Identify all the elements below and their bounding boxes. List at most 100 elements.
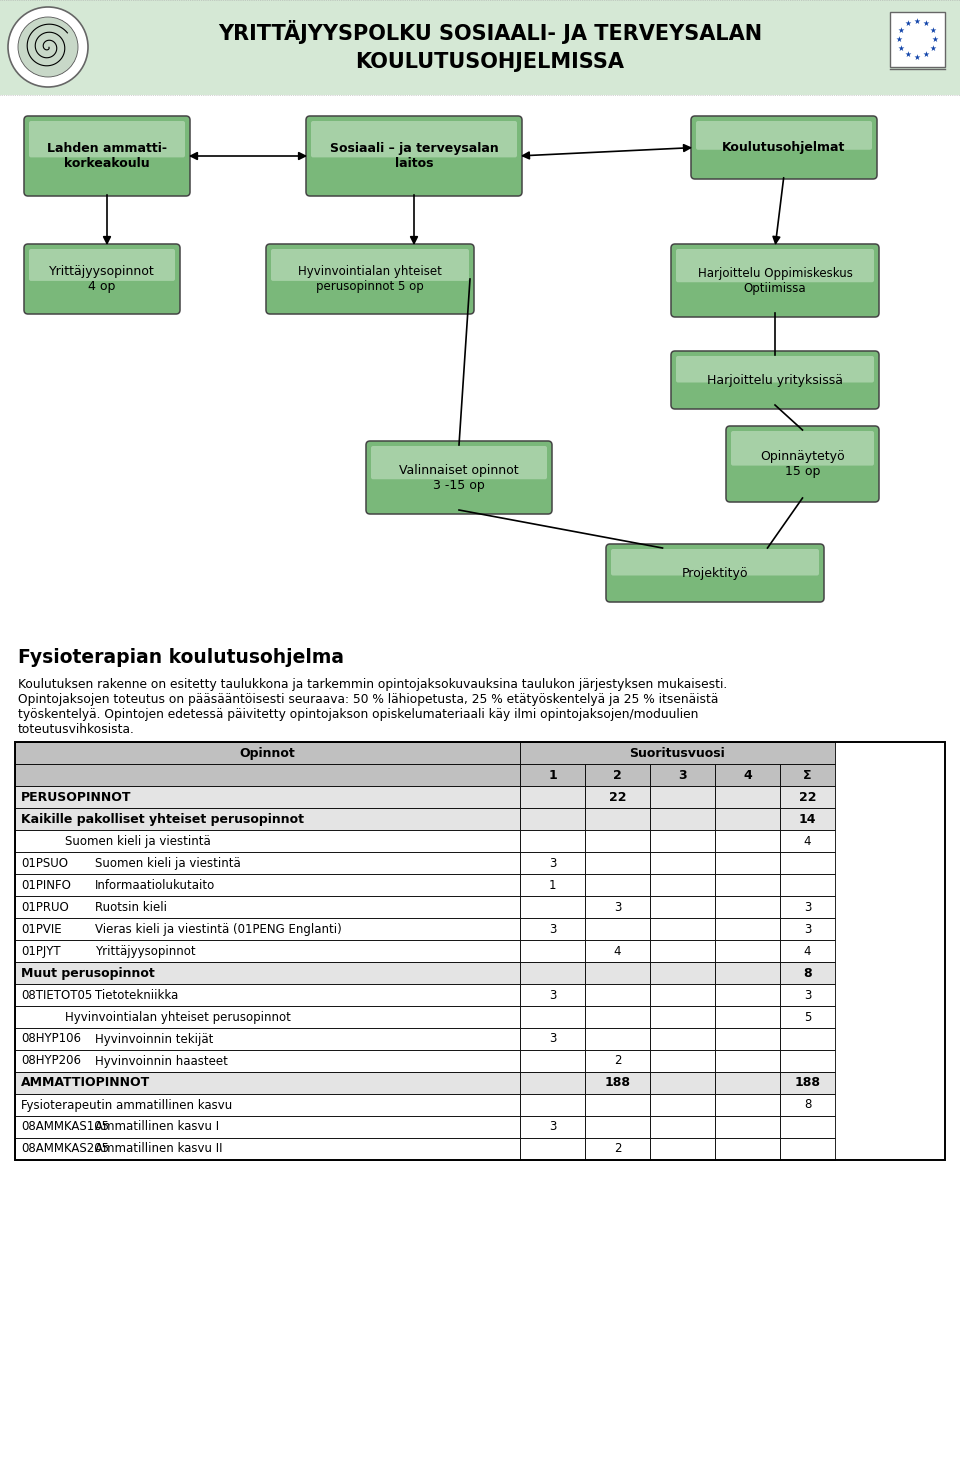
Bar <box>715 764 780 786</box>
Bar <box>520 1072 585 1094</box>
Bar <box>585 808 650 830</box>
Text: Koulutusohjelmat: Koulutusohjelmat <box>722 141 846 155</box>
Text: 2: 2 <box>613 768 622 781</box>
Bar <box>780 1006 835 1028</box>
Text: työskentelyä. Opintojen edetessä päivitetty opintojakson opiskelumateriaali käy : työskentelyä. Opintojen edetessä päivite… <box>18 709 698 722</box>
Bar <box>15 742 945 1161</box>
Text: Vieras kieli ja viestintä (01PENG Englanti): Vieras kieli ja viestintä (01PENG Englan… <box>95 923 342 936</box>
Bar <box>15 1139 520 1161</box>
Bar <box>890 12 945 67</box>
Bar <box>650 1139 715 1161</box>
Text: 4: 4 <box>743 768 752 781</box>
Text: Yrittäjyysopinnot: Yrittäjyysopinnot <box>95 945 196 958</box>
Text: Harjoittelu Oppimiskeskus
Optiimissa: Harjoittelu Oppimiskeskus Optiimissa <box>698 267 852 295</box>
Bar <box>0 0 960 95</box>
Text: 3: 3 <box>613 901 621 914</box>
FancyBboxPatch shape <box>696 121 872 150</box>
Bar <box>715 940 780 962</box>
FancyBboxPatch shape <box>24 243 180 313</box>
Bar <box>15 786 520 808</box>
Bar <box>520 808 585 830</box>
Bar <box>520 984 585 1006</box>
Bar <box>15 764 520 786</box>
Bar <box>650 808 715 830</box>
Text: ★: ★ <box>929 25 936 35</box>
FancyBboxPatch shape <box>671 243 879 316</box>
Bar <box>585 851 650 873</box>
Circle shape <box>18 17 78 77</box>
Bar <box>15 1094 520 1115</box>
Text: 1: 1 <box>548 768 557 781</box>
Text: 5: 5 <box>804 1010 811 1024</box>
Text: 3: 3 <box>804 901 811 914</box>
Bar <box>15 1050 520 1072</box>
Bar <box>715 873 780 897</box>
Text: ★: ★ <box>914 52 921 61</box>
Bar <box>650 897 715 919</box>
Text: 08HYP206: 08HYP206 <box>21 1054 81 1067</box>
Bar <box>715 1028 780 1050</box>
Bar <box>15 1072 520 1094</box>
Text: ★: ★ <box>898 25 905 35</box>
Text: Muut perusopinnot: Muut perusopinnot <box>21 967 155 980</box>
Text: 14: 14 <box>799 812 816 825</box>
Bar <box>650 1115 715 1139</box>
Bar <box>15 1115 520 1139</box>
Text: 01PRUO: 01PRUO <box>21 901 69 914</box>
Bar <box>15 919 520 940</box>
Bar <box>650 919 715 940</box>
Text: 01PJYT: 01PJYT <box>21 945 60 958</box>
Bar <box>520 851 585 873</box>
Text: Hyvinvoinnin tekijät: Hyvinvoinnin tekijät <box>95 1032 213 1045</box>
Text: Hyvinvointialan yhteiset perusopinnot: Hyvinvointialan yhteiset perusopinnot <box>65 1010 291 1024</box>
FancyBboxPatch shape <box>311 121 517 157</box>
Text: Hyvinvoinnin haasteet: Hyvinvoinnin haasteet <box>95 1054 228 1067</box>
Text: Ammatillinen kasvu II: Ammatillinen kasvu II <box>95 1143 223 1156</box>
Text: Harjoittelu yrityksissä: Harjoittelu yrityksissä <box>707 373 843 386</box>
Text: Hyvinvointialan yhteiset
perusopinnot 5 op: Hyvinvointialan yhteiset perusopinnot 5 … <box>298 265 442 293</box>
Bar <box>780 1072 835 1094</box>
Text: ★: ★ <box>923 19 929 28</box>
Bar <box>585 1006 650 1028</box>
Bar <box>650 1050 715 1072</box>
FancyBboxPatch shape <box>671 351 879 410</box>
Bar <box>780 919 835 940</box>
Bar <box>715 984 780 1006</box>
Text: Fysioterapeutin ammatillinen kasvu: Fysioterapeutin ammatillinen kasvu <box>21 1098 232 1111</box>
Text: 2: 2 <box>613 1143 621 1156</box>
Text: Fysioterapian koulutusohjelma: Fysioterapian koulutusohjelma <box>18 647 344 666</box>
Bar <box>15 873 520 897</box>
Text: 4: 4 <box>804 945 811 958</box>
FancyBboxPatch shape <box>266 243 474 313</box>
Bar <box>715 1072 780 1094</box>
Text: 08HYP106: 08HYP106 <box>21 1032 81 1045</box>
Text: 3: 3 <box>804 923 811 936</box>
Bar <box>15 851 520 873</box>
FancyBboxPatch shape <box>29 121 185 157</box>
Bar <box>520 1139 585 1161</box>
Bar <box>15 940 520 962</box>
Text: ★: ★ <box>914 16 921 25</box>
Text: Suomen kieli ja viestintä: Suomen kieli ja viestintä <box>95 856 241 869</box>
Bar <box>585 940 650 962</box>
Text: ★: ★ <box>896 35 902 44</box>
Bar <box>780 1094 835 1115</box>
Bar <box>520 919 585 940</box>
FancyBboxPatch shape <box>271 249 469 281</box>
Bar <box>520 1050 585 1072</box>
Text: 4: 4 <box>804 834 811 847</box>
FancyBboxPatch shape <box>366 440 552 515</box>
Bar <box>585 1139 650 1161</box>
Text: Suoritusvuosi: Suoritusvuosi <box>630 746 726 760</box>
Bar <box>585 1072 650 1094</box>
Bar <box>780 808 835 830</box>
Bar <box>650 851 715 873</box>
Bar <box>520 1115 585 1139</box>
Text: ★: ★ <box>931 35 939 44</box>
Bar <box>520 764 585 786</box>
Bar <box>15 962 520 984</box>
Bar <box>650 1006 715 1028</box>
Bar <box>650 1028 715 1050</box>
FancyBboxPatch shape <box>676 249 874 283</box>
Bar <box>15 1028 520 1050</box>
